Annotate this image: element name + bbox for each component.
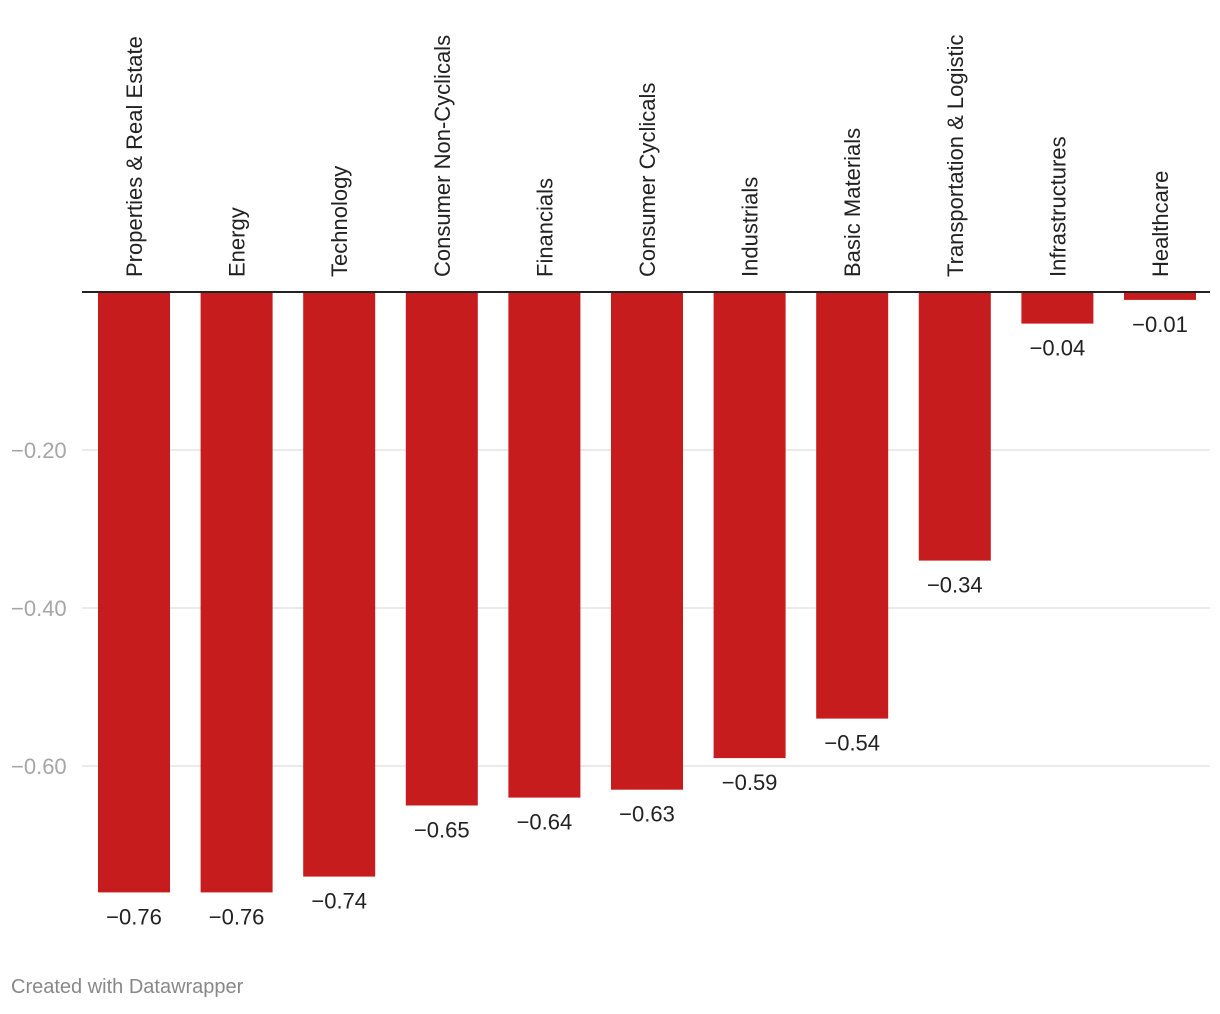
bar [98,292,170,893]
bar [200,292,273,893]
category-label: Properties & Real Estate [122,36,147,277]
y-tick-label: −0.60 [11,754,67,779]
bar [1021,292,1094,324]
value-label: −0.65 [414,818,470,843]
value-label: −0.63 [619,802,675,827]
bar [1124,292,1196,300]
category-labels: Properties & Real Estate Energy Technology… [122,34,1173,277]
value-label: −0.74 [311,889,367,914]
bar [918,292,991,561]
category-label: Basic Materials [840,128,865,277]
category-label: Consumer Cyclicals [635,83,660,277]
category-label: Healthcare [1148,171,1173,277]
category-label: Financials [532,178,557,277]
value-label: −0.59 [722,770,778,795]
y-axis-ticks: −0.20 −0.40 −0.60 [11,438,67,779]
bar [303,292,376,877]
category-label: Transportation & Logistic [943,34,968,277]
credit-text: Created with Datawrapper [11,976,244,998]
value-label: −0.01 [1132,312,1188,337]
value-label: −0.54 [824,731,880,756]
value-label: −0.76 [209,904,265,929]
bar [713,292,786,759]
value-label: −0.04 [1030,336,1086,361]
bar [508,292,581,798]
value-labels: −0.76 −0.76 −0.74 −0.65 −0.64 −0.63 −0.59 −0.54… [106,312,1188,930]
category-label: Consumer Non-Cyclicals [430,35,455,277]
value-label: −0.34 [927,573,983,598]
bars [98,292,1196,893]
value-label: −0.64 [517,810,573,835]
bar [816,292,889,719]
y-tick-label: −0.20 [11,438,67,463]
category-label: Industrials [738,177,763,277]
bar [405,292,478,806]
value-label: −0.76 [106,904,162,929]
bar [611,292,683,790]
category-label: Technology [327,166,352,277]
category-label: Infrastructures [1045,136,1070,277]
y-tick-label: −0.40 [11,596,67,621]
category-label: Energy [225,207,250,277]
